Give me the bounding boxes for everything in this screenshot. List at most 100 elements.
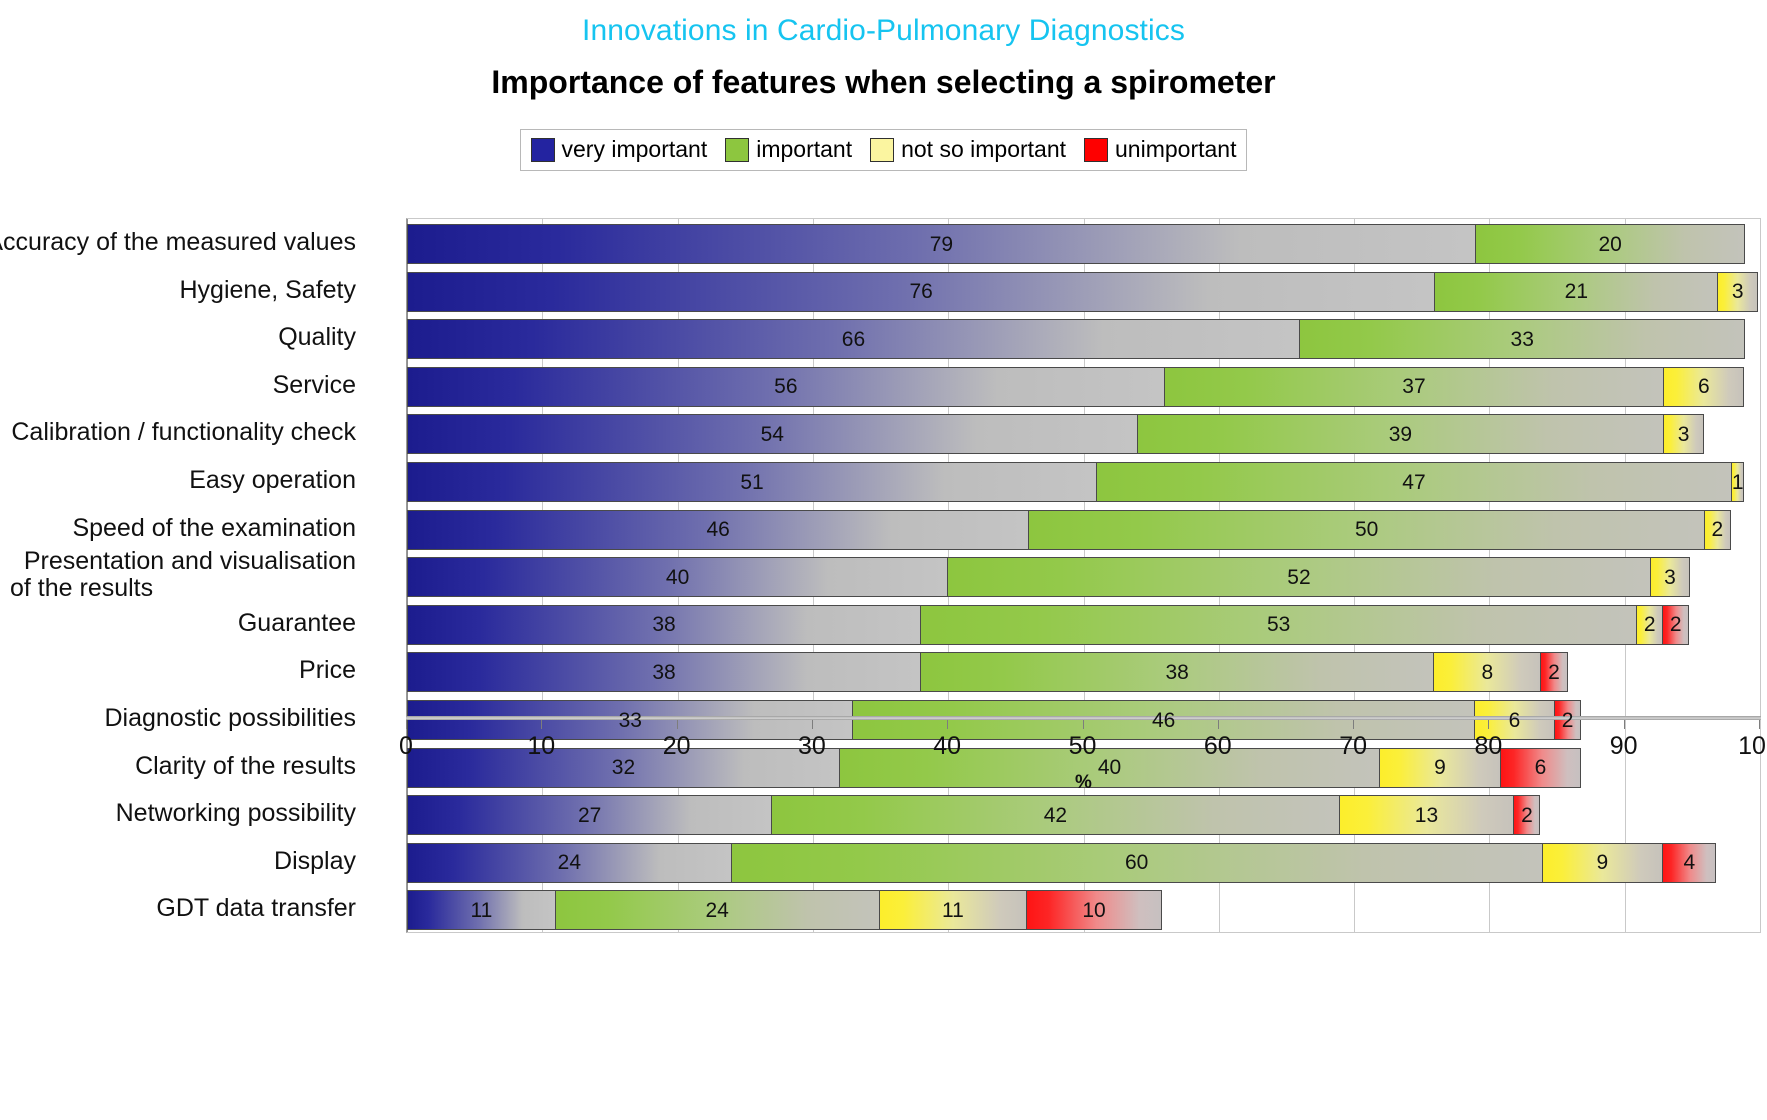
x-tick [1217, 720, 1219, 729]
bar-segment-value: 51 [740, 470, 764, 494]
bar-segment-value: 13 [1414, 803, 1439, 827]
bar-segment: 40 [838, 747, 1381, 788]
bar-segment: 9 [1541, 842, 1664, 883]
bar-segment: 1 [1730, 462, 1745, 502]
legend-swatch-not-so-important [870, 137, 895, 162]
bar-segment-value: 2 [1711, 518, 1724, 542]
bar-row: 38 38 8 2 [407, 652, 1760, 693]
category-axis-labels: Accuracy of the measured values Hygiene, … [0, 218, 406, 933]
bar-segment-value: 4 [1683, 851, 1696, 875]
bar-row: 56 37 6 [407, 366, 1760, 407]
category-label: Hygiene, Safety [179, 275, 357, 304]
bar-segment: 9 [1379, 747, 1501, 788]
bar-row: 79 20 [407, 224, 1760, 264]
bar-segment-value: 66 [841, 327, 866, 351]
x-tick-label: 100 [1738, 732, 1767, 760]
legend-item-very-important: very important [530, 136, 708, 163]
bar-segment-value: 46 [1151, 708, 1176, 732]
bar-segment-value: 3 [1731, 280, 1744, 304]
legend: very important important not so importan… [519, 129, 1248, 171]
x-tick [1488, 720, 1490, 729]
bar-segment: 13 [1338, 795, 1515, 836]
bar-segment-value: 32 [611, 756, 636, 780]
bar-stack: 54 39 3 [407, 414, 1704, 455]
bar-segment-value: 8 [1481, 660, 1494, 684]
legend-swatch-unimportant [1084, 137, 1109, 162]
bar-segment-value: 9 [1434, 756, 1446, 780]
category-label: Networking possibility [115, 799, 356, 828]
bar-segment-value: 54 [760, 422, 784, 446]
bar-segment: 3 [1717, 271, 1758, 312]
bar-segment-value: 20 [1598, 232, 1622, 256]
bar-segment: 51 [407, 462, 1098, 502]
bar-segment: 6 [1473, 700, 1556, 740]
legend-container: very important important not so importan… [0, 129, 1767, 171]
bar-segment-value: 9 [1596, 851, 1609, 875]
bar-stack: 32 40 9 6 [407, 747, 1582, 788]
bar-segment: 38 [407, 604, 922, 645]
category-label: Price [299, 656, 356, 685]
bar-segment-value: 24 [705, 898, 729, 922]
bar-row: 54 39 3 [407, 414, 1760, 455]
bar-segment: 42 [771, 795, 1340, 836]
bar-segment-value: 2 [1643, 613, 1656, 637]
legend-swatch-important [725, 137, 750, 162]
legend-item-unimportant: unimportant [1084, 136, 1236, 163]
x-axis-line [406, 716, 1761, 720]
bar-segment-value: 2 [1561, 708, 1574, 732]
bar-stack: 79 20 [407, 224, 1746, 264]
bar-segment-value: 6 [1534, 756, 1547, 780]
category-label: GDT data transfer [156, 894, 356, 923]
category-label: Presentation and visualisation of the res… [10, 547, 356, 603]
bar-segment: 76 [407, 271, 1436, 312]
x-tick [1623, 720, 1625, 729]
bar-segment-value: 38 [652, 613, 676, 637]
bar-segment: 66 [407, 319, 1300, 360]
bar-segment: 3 [1663, 414, 1704, 455]
x-tick [676, 720, 678, 729]
x-tick-label: 40 [933, 732, 962, 760]
bar-stack: 56 37 6 [407, 366, 1745, 407]
bar-segment: 79 [407, 224, 1476, 264]
legend-label-unimportant: unimportant [1115, 136, 1237, 162]
bar-segment: 4 [1662, 842, 1717, 883]
bar-segment: 38 [407, 652, 922, 693]
bar-segment-value: 50 [1354, 518, 1379, 542]
bar-stack: 38 53 2 2 [407, 604, 1690, 645]
bar-row: 40 52 3 [407, 557, 1760, 598]
bar-row: 24 60 9 4 [407, 842, 1760, 883]
bar-segment: 38 [920, 652, 1435, 693]
bar-segment-value: 53 [1266, 613, 1291, 637]
legend-item-important: important [725, 136, 852, 163]
chart-plot: Accuracy of the measured values Hygiene, … [0, 218, 1767, 1008]
bar-stack: 33 46 6 2 [407, 700, 1582, 740]
bar-row: 38 53 2 2 [407, 604, 1760, 645]
bar-segment: 32 [407, 747, 840, 788]
bar-segment: 40 [407, 557, 949, 598]
bar-segment: 54 [407, 414, 1138, 455]
bar-segment-value: 2 [1669, 613, 1682, 637]
x-tick-label: 10 [527, 732, 556, 760]
bar-segment: 2 [1703, 509, 1731, 550]
chart-title: Importance of features when selecting a … [491, 64, 1276, 100]
bar-row: 27 42 13 2 [407, 795, 1760, 836]
category-label: Service [272, 370, 356, 399]
bar-segment: 11 [407, 890, 556, 931]
legend-label-important: important [756, 136, 853, 162]
bar-segment-value: 33 [618, 708, 642, 732]
bar-stack: 38 38 8 2 [407, 652, 1568, 693]
bar-segment-value: 38 [1165, 660, 1189, 684]
bar-segment: 2 [1662, 604, 1690, 645]
bar-segment: 6 [1663, 366, 1745, 407]
bar-segment: 46 [852, 700, 1475, 740]
legend-label-very-important: very important [561, 136, 708, 162]
bar-segment-value: 2 [1548, 660, 1560, 684]
x-tick-label: 60 [1203, 732, 1232, 760]
bar-segment-value: 27 [577, 803, 602, 827]
bar-segment-value: 39 [1388, 422, 1413, 446]
x-tick-label: 90 [1609, 732, 1638, 760]
category-label: Accuracy of the measured values [0, 228, 356, 256]
bar-segment-value: 24 [557, 851, 582, 875]
legend-swatch-very-important [530, 137, 555, 162]
bar-segment: 46 [407, 509, 1030, 550]
